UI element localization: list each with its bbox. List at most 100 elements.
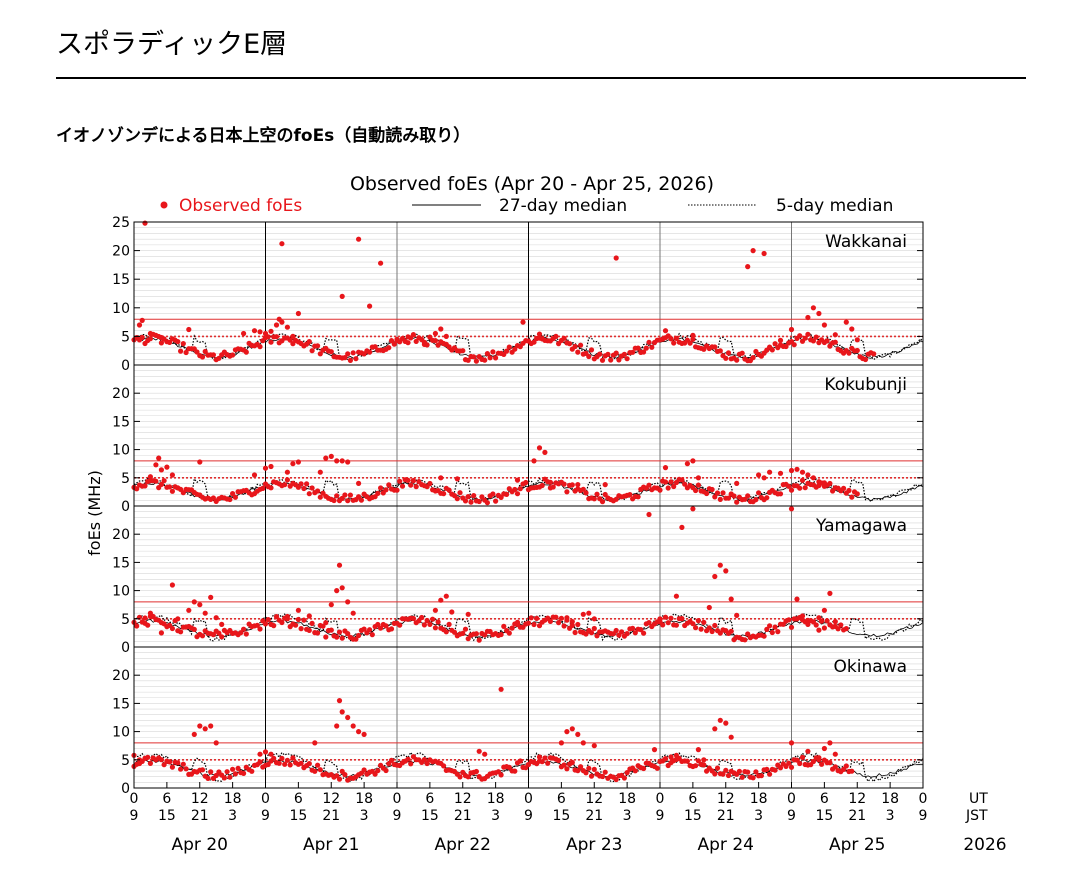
- observed-point: [268, 339, 274, 345]
- observed-point: [797, 760, 803, 767]
- observed-point: [832, 764, 838, 770]
- observed-point: [273, 322, 280, 328]
- observed-point: [199, 633, 206, 639]
- observed-point: [183, 766, 189, 772]
- observed-point: [720, 771, 726, 777]
- observed-point: [369, 632, 375, 638]
- observed-point: [841, 485, 847, 491]
- observed-point: [356, 632, 362, 639]
- observed-point: [353, 636, 359, 642]
- observed-point: [525, 620, 532, 626]
- observed-point: [232, 494, 238, 500]
- x-axis: 0961512211830961512211830961512211830961…: [130, 782, 1007, 855]
- observed-point: [158, 467, 164, 473]
- observed-point: [298, 481, 304, 487]
- observed-point: [531, 458, 537, 464]
- observed-point: [756, 472, 762, 478]
- date-label: Apr 23: [566, 835, 622, 855]
- observed-point: [646, 482, 652, 488]
- observed-point: [388, 757, 395, 764]
- observed-point: [695, 758, 702, 764]
- observed-point: [712, 771, 718, 777]
- observed-point: [336, 776, 343, 782]
- observed-point: [191, 626, 197, 633]
- observed-point: [580, 486, 586, 492]
- observed-point: [438, 475, 444, 481]
- observed-point: [493, 498, 499, 504]
- observed-point: [728, 628, 734, 634]
- observed-point: [753, 769, 759, 775]
- observed-point: [810, 305, 817, 311]
- observed-point: [509, 625, 515, 631]
- observed-point: [547, 618, 554, 625]
- observed-point: [473, 768, 479, 775]
- observed-point: [232, 771, 238, 777]
- observed-point: [805, 748, 811, 754]
- observed-point: [454, 476, 460, 482]
- observed-point: [156, 455, 162, 461]
- observed-point: [668, 479, 674, 485]
- observed-point: [197, 602, 203, 608]
- observed-point: [320, 623, 326, 629]
- observed-point: [832, 332, 838, 338]
- observed-point: [498, 772, 504, 778]
- observed-point: [777, 337, 784, 343]
- y-tick-label: 10: [112, 301, 130, 317]
- observed-point: [424, 617, 430, 624]
- observed-point: [295, 484, 301, 490]
- ut-tick-label: 0: [787, 791, 796, 807]
- observed-point: [441, 763, 447, 769]
- observed-point: [687, 340, 693, 346]
- observed-point: [690, 506, 696, 512]
- observed-point: [561, 335, 567, 341]
- observed-point: [394, 487, 400, 493]
- observed-point: [342, 772, 348, 778]
- observed-point: [539, 759, 545, 765]
- observed-point: [257, 626, 263, 632]
- observed-point: [372, 771, 378, 777]
- observed-point: [564, 729, 570, 735]
- observed-point: [583, 770, 589, 776]
- observed-point: [695, 475, 702, 481]
- observed-point: [512, 768, 518, 774]
- observed-point: [438, 597, 444, 603]
- observed-point: [473, 358, 479, 364]
- observed-point: [147, 760, 153, 767]
- observed-point: [591, 743, 597, 749]
- observed-point: [641, 630, 647, 636]
- observed-point: [632, 630, 638, 636]
- jst-tick-label: 21: [717, 808, 735, 824]
- observed-point: [630, 349, 636, 355]
- observed-point: [158, 334, 164, 341]
- observed-point: [334, 458, 340, 464]
- observed-point: [443, 333, 449, 339]
- observed-point: [849, 494, 855, 500]
- observed-point: [547, 479, 554, 485]
- jst-label: JST: [965, 808, 988, 824]
- observed-point: [298, 760, 304, 766]
- observed-point: [772, 624, 778, 630]
- observed-point: [356, 480, 362, 486]
- observed-point: [756, 490, 762, 496]
- observed-point: [169, 488, 175, 494]
- observed-point: [591, 616, 597, 622]
- observed-point: [378, 485, 384, 491]
- observed-point: [772, 341, 778, 347]
- observed-point: [421, 757, 427, 763]
- observed-point: [613, 776, 619, 783]
- observed-point: [575, 731, 581, 738]
- y-tick-label: 0: [121, 499, 130, 515]
- observed-point: [219, 634, 225, 640]
- observed-point: [484, 500, 490, 506]
- observed-point: [399, 483, 406, 489]
- observed-point: [421, 341, 427, 347]
- observed-point: [575, 349, 581, 355]
- observed-point: [367, 303, 373, 309]
- observed-point: [821, 483, 828, 489]
- observed-point: [309, 620, 315, 627]
- observed-point: [262, 465, 269, 471]
- observed-point: [553, 333, 559, 339]
- observed-point: [268, 485, 274, 491]
- legend-median27-label: 27-day median: [499, 196, 627, 216]
- observed-point: [668, 336, 674, 342]
